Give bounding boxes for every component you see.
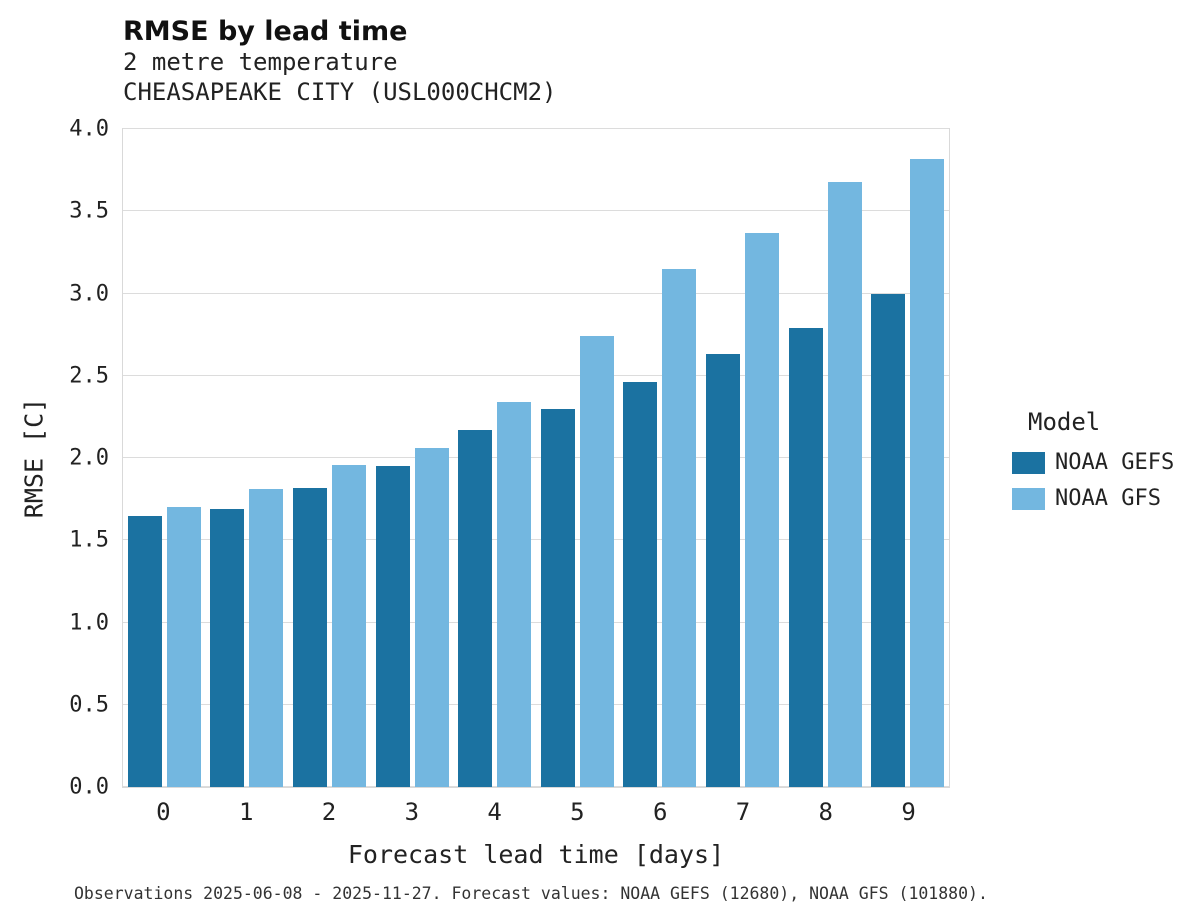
x-tick-label: 8 [818, 798, 833, 826]
x-tick-label: 1 [238, 798, 254, 826]
chart-station: CHEASAPEAKE CITY (USL000CHCM2) [123, 77, 557, 106]
gridline [123, 128, 949, 129]
x-axis-label: Forecast lead time [days] [347, 840, 725, 869]
x-tick-label: 6 [652, 798, 668, 826]
legend-items: NOAA GEFS NOAA GFS [1012, 450, 1182, 511]
bar-noaa-gefs [705, 354, 740, 787]
legend-label: NOAA GEFS [1055, 450, 1175, 475]
y-tick-label: 3.0 [69, 281, 109, 306]
bar-noaa-gfs [249, 489, 284, 787]
bar-group [453, 129, 536, 787]
bar-group [701, 129, 784, 787]
bar-noaa-gefs [788, 328, 823, 787]
gridline [123, 786, 949, 787]
bar-noaa-gfs [331, 464, 366, 787]
y-tick-label: 2.5 [69, 363, 109, 389]
bar-noaa-gfs [579, 336, 614, 787]
y-tick-label: 0.5 [69, 692, 109, 718]
bar-noaa-gefs [375, 466, 410, 787]
x-tick-label: 7 [735, 798, 751, 826]
bar-group [288, 129, 371, 787]
gridline [123, 374, 949, 376]
gridline [123, 210, 949, 212]
chart-title: RMSE by lead time [123, 16, 408, 47]
legend-title: Model [1028, 408, 1101, 436]
bar-group [784, 129, 867, 787]
plot-area: 0.0 0.5 1.0 1.5 2.0 2.5 3.0 3.5 4.0 [69, 117, 950, 800]
bar-group [123, 129, 206, 787]
x-tick-row: 0 1 2 3 4 5 6 7 8 9 [122, 798, 950, 826]
bar-noaa-gfs [744, 232, 779, 787]
legend-swatch-icon [1012, 487, 1045, 510]
gridline [123, 703, 949, 705]
bar-noaa-gefs [127, 515, 162, 787]
bar-noaa-gfs [910, 158, 945, 787]
bar-group [619, 129, 702, 787]
x-tick-label: 9 [901, 798, 916, 826]
bar-noaa-gefs [210, 509, 245, 787]
bar-noaa-gfs [662, 268, 697, 787]
bar-noaa-gefs [292, 487, 327, 787]
x-tick-label: 3 [404, 798, 420, 826]
bar-group [536, 129, 619, 787]
y-tick-label: 4.0 [69, 116, 109, 142]
y-tick-label: 0.0 [69, 774, 109, 800]
bar-noaa-gfs [414, 448, 449, 787]
gridline [123, 292, 949, 294]
bar-group [866, 129, 949, 787]
bar-group [371, 129, 454, 787]
gridline [123, 457, 949, 458]
bars-row [123, 129, 949, 787]
bar-noaa-gefs [623, 382, 658, 787]
title-block: RMSE by lead time 2 metre temperature CH… [123, 16, 556, 107]
bar-noaa-gefs [871, 293, 906, 787]
x-tick-label: 5 [570, 798, 585, 826]
bar-noaa-gfs [166, 507, 201, 787]
bar-noaa-gfs [827, 181, 862, 787]
bar-noaa-gefs [458, 430, 493, 787]
chart-subtitle: 2 metre temperature [123, 48, 398, 77]
legend-item: NOAA GEFS [1012, 450, 1182, 475]
x-tick-label: 2 [321, 798, 337, 826]
gridline [123, 539, 949, 541]
x-tick-label: 4 [487, 798, 502, 826]
legend: Model NOAA GEFS NOAA GFS [1012, 408, 1182, 522]
y-tick-label: 1.5 [69, 527, 109, 553]
legend-swatch-icon [1012, 451, 1045, 474]
bar-noaa-gefs [540, 408, 575, 787]
y-tick-label: 2.0 [69, 445, 109, 471]
y-axis-label: RMSE [C] [19, 397, 49, 519]
legend-label: NOAA GFS [1055, 486, 1161, 511]
y-tick-label: 1.0 [69, 610, 109, 635]
bar-noaa-gfs [497, 402, 532, 787]
legend-item: NOAA GFS [1012, 486, 1182, 511]
y-tick-label: 3.5 [69, 198, 109, 224]
x-tick-label: 0 [156, 798, 171, 826]
footer-note: Observations 2025-06-08 - 2025-11-27. Fo… [74, 884, 988, 903]
bar-group [206, 129, 289, 787]
gridline [123, 621, 949, 623]
